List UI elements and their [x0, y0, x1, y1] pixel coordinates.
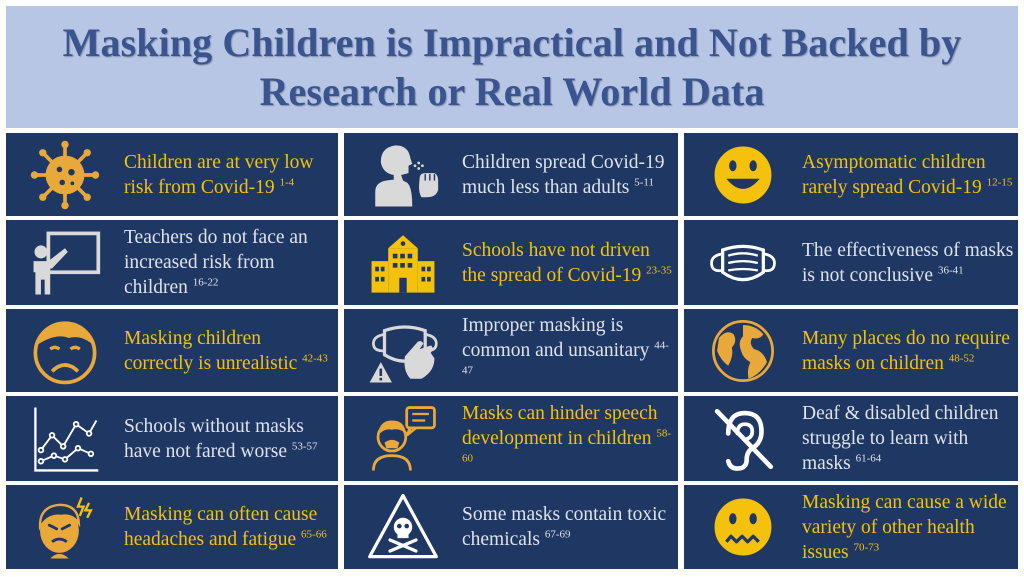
page-title: Masking Children is Impractical and Not …: [62, 20, 962, 114]
face-mask-icon: [684, 220, 802, 305]
tile-deaf-disabled: Deaf & disabled children struggle to lea…: [684, 396, 1018, 481]
fact-text: Asymptomatic children rarely spread Covi…: [802, 151, 1013, 198]
coughing-person-icon: [344, 133, 462, 216]
fact-text: Many places do no require masks on child…: [802, 327, 1010, 374]
reference-number: 48-52: [948, 352, 975, 364]
reference-number: 44-47: [462, 339, 669, 377]
fact-text: Some masks contain toxic chemicals 67-69: [462, 504, 667, 550]
tile-many-places: Many places do no require masks on child…: [684, 309, 1018, 392]
reference-number: 42-43: [302, 352, 328, 364]
tile-schools-without-masks: Schools without masks have not fared wor…: [6, 396, 338, 481]
fact-text: The effectiveness of masks is not conclu…: [802, 239, 1014, 286]
reference-number: 1-4: [279, 176, 295, 188]
tile-health-issues: Masking can cause a wide variety of othe…: [684, 485, 1018, 569]
tile-masking-children: Masking children correctly is unrealisti…: [6, 309, 338, 392]
tile-headaches: Masking can often cause headaches and fa…: [6, 485, 338, 569]
globe-icon: [684, 309, 802, 392]
mask-warning-icon: [344, 309, 462, 392]
fact-text: Teachers do not face an increased risk f…: [124, 227, 308, 298]
tile-schools: Schools have not driven the spread of Co…: [344, 220, 678, 305]
tile-asymptomatic: Asymptomatic children rarely spread Covi…: [684, 133, 1018, 216]
reference-number: 12-15: [986, 176, 1013, 188]
fact-text: Masking children correctly is unrealisti…: [124, 327, 328, 374]
reference-number: 70-73: [853, 541, 880, 553]
reference-number: 53-57: [291, 440, 318, 452]
headache-icon: [6, 485, 124, 569]
tile-low-risk: Children are at very low risk from Covid…: [6, 133, 338, 216]
tile-effectiveness: The effectiveness of masks is not conclu…: [684, 220, 1018, 305]
tile-speech-development: Masks can hinder speech development in c…: [344, 396, 678, 481]
reference-number: 36-41: [937, 264, 964, 276]
fact-text: Improper masking is common and unsanitar…: [462, 315, 669, 377]
fact-text: Children spread Covid-19 much less than …: [462, 151, 665, 198]
fact-text: Deaf & disabled children struggle to lea…: [802, 403, 999, 474]
tile-teachers: Teachers do not face an increased risk f…: [6, 220, 338, 305]
sad-child-icon: [6, 309, 124, 392]
fact-text: Schools without masks have not fared wor…: [124, 415, 318, 462]
deaf-ear-icon: [684, 396, 802, 481]
fact-text: Masking can cause a wide variety of othe…: [802, 491, 1007, 563]
title-banner: Masking Children is Impractical and Not …: [6, 6, 1018, 128]
reference-number: 16-22: [192, 276, 219, 289]
reference-number: 58-60: [462, 427, 672, 465]
reference-number: 23-35: [646, 264, 672, 276]
facts-grid: Children are at very low risk from Covid…: [6, 133, 1018, 573]
reference-number: 5-11: [634, 176, 654, 188]
fact-text: Children are at very low risk from Covid…: [124, 151, 314, 198]
toxic-skull-icon: [344, 485, 462, 569]
tile-children-spread: Children spread Covid-19 much less than …: [344, 133, 678, 216]
reference-number: 67-69: [544, 528, 571, 541]
tile-improper-masking: Improper masking is common and unsanitar…: [344, 309, 678, 392]
smiley-face-icon: [684, 133, 802, 216]
virus-icon: [6, 133, 124, 216]
fact-text: Masking can often cause headaches and fa…: [124, 504, 327, 550]
reference-number: 61-64: [855, 452, 882, 465]
school-building-icon: [344, 220, 462, 305]
fact-text: Schools have not driven the spread of Co…: [462, 239, 672, 286]
reference-number: 65-66: [301, 528, 327, 541]
line-chart-icon: [6, 396, 124, 481]
sick-face-icon: [684, 485, 802, 569]
tile-toxic-chemicals: Some masks contain toxic chemicals 67-69: [344, 485, 678, 569]
child-speech-icon: [344, 396, 462, 481]
fact-text: Masks can hinder speech development in c…: [462, 403, 672, 465]
teacher-board-icon: [6, 220, 124, 305]
